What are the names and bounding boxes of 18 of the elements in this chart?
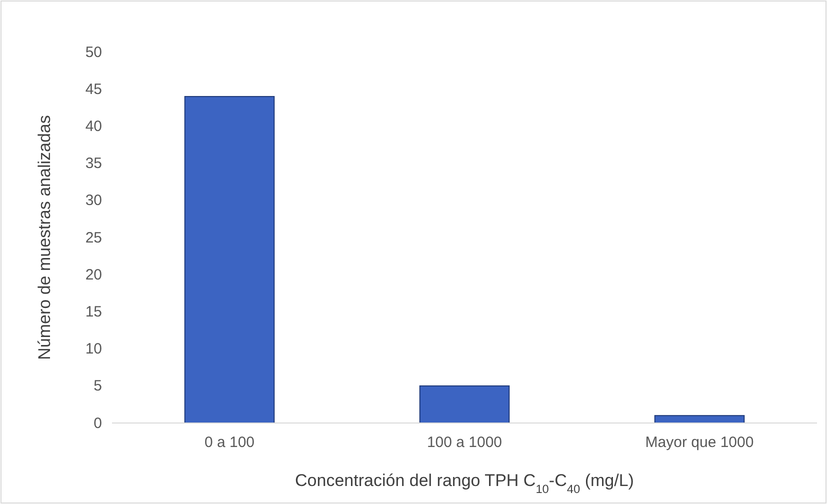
x-axis-title: Concentración del rango TPH C$_{10}$-C$_{40}$ (mg/L) [295, 471, 634, 496]
x-tick-label: Mayor que 1000 [645, 434, 754, 451]
y-tick-label: 20 [85, 266, 102, 284]
y-tick-label: 35 [85, 155, 102, 172]
y-tick-label: 45 [85, 80, 102, 98]
y-tick-label: 5 [94, 378, 102, 395]
y-axis-title: Número de muestras analizadas [35, 115, 54, 360]
y-tick-label: 0 [94, 414, 102, 432]
y-tick-label: 50 [85, 44, 102, 61]
bar [184, 96, 275, 424]
y-tick-label: 40 [85, 118, 102, 135]
y-tick-label: 15 [85, 304, 102, 320]
y-tick-label: 10 [85, 340, 102, 358]
bar [419, 385, 510, 424]
y-tick-label: 30 [85, 192, 102, 210]
x-tick-label: 0 a 100 [204, 434, 255, 451]
y-tick-label: 25 [85, 229, 102, 246]
x-tick-label: 100 a 1000 [426, 434, 502, 451]
